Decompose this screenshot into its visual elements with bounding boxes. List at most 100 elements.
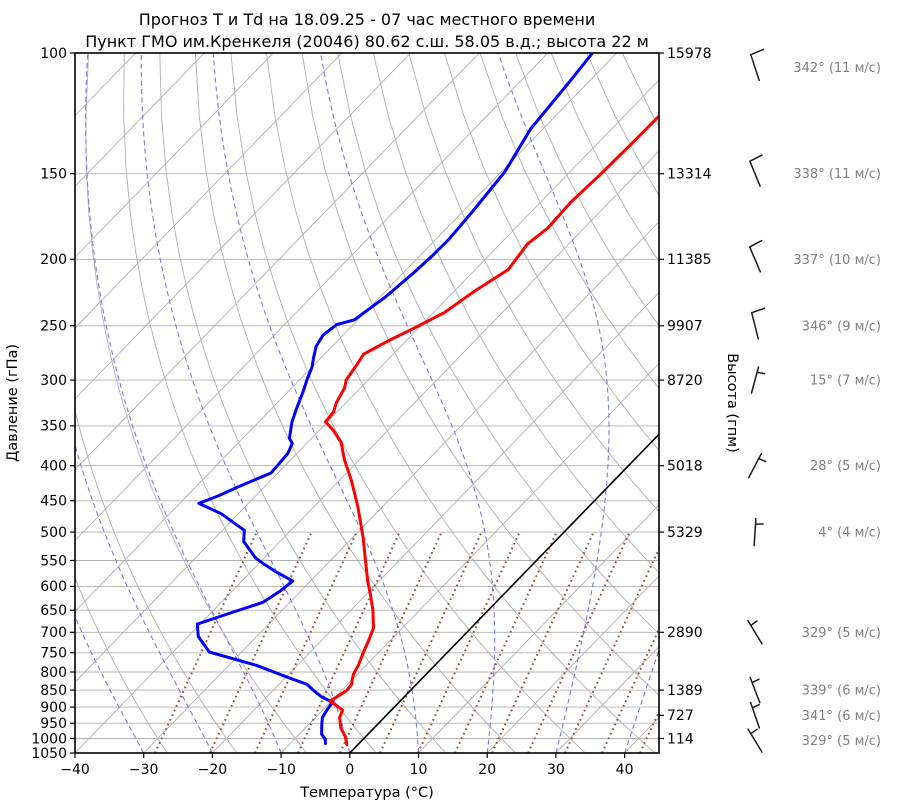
height-tick-label: 114 — [667, 731, 694, 747]
zero-isotherm-line — [349, 433, 659, 753]
wind-label: 341° (6 м/с) — [802, 709, 881, 724]
mixing-ratio-line — [209, 531, 313, 753]
isotherm-line — [75, 53, 274, 258]
wind-barb — [747, 728, 763, 753]
isotherm-line — [75, 53, 205, 188]
isotherm-line — [75, 79, 659, 683]
temperature-tick-label: −10 — [266, 762, 296, 778]
isotherm-line — [75, 53, 480, 471]
height-tick-label: 1389 — [667, 683, 703, 699]
pressure-tick-label: 250 — [40, 319, 67, 335]
height-tick-label: 13314 — [667, 167, 712, 183]
chart-title-line1: Прогноз Т и Td на 18.09.25 - 07 час мест… — [139, 10, 595, 29]
isotherm-line — [75, 53, 549, 542]
wind-barb — [750, 307, 766, 340]
wind-label: 339° (6 м/с) — [802, 684, 881, 699]
height-tick-label: 15978 — [667, 46, 712, 62]
moist-adiabat-line — [140, 53, 351, 753]
dry-adiabat-line — [75, 408, 238, 753]
plot-frame-group — [74, 52, 660, 754]
dry-adiabat-line — [444, 53, 659, 451]
plot-frame — [74, 52, 660, 754]
moist-adiabat-line — [624, 648, 659, 753]
pressure-tick-label: 1050 — [31, 746, 67, 762]
dry-adiabat-line — [266, 53, 656, 753]
dry-adiabat-line — [230, 53, 586, 753]
chart-title-line2: Пункт ГМО им.Кренкеля (20046) 80.62 с.ш.… — [85, 32, 649, 51]
wind-barb — [753, 517, 764, 547]
isotherm-line — [75, 53, 411, 400]
dewpoint-curve — [195, 53, 594, 745]
mixing-ratio-line — [417, 531, 521, 753]
isotherm-line — [75, 150, 659, 753]
height-tick-label: 8720 — [667, 373, 703, 389]
pressure-tick-label: 100 — [40, 46, 67, 62]
temperature-tick-label: 40 — [616, 762, 634, 778]
temperature-tick-label: 0 — [345, 762, 354, 778]
isotherm-line — [280, 362, 659, 753]
temperature-tick-label: −30 — [129, 762, 159, 778]
pressure-tick-label: 700 — [40, 625, 67, 641]
pressure-tick-label: 550 — [40, 553, 67, 569]
moist-adiabat-line — [75, 615, 145, 753]
moist-adiabat-line — [85, 53, 282, 753]
dry-adiabat-line — [586, 53, 659, 197]
wind-label: 28° (5 м/с) — [810, 459, 881, 474]
y-axis-label-right: Высота (гпм) — [724, 353, 740, 453]
y-axis-label-left: Давление (гПа) — [5, 344, 21, 462]
temperature-tick-label: −40 — [60, 762, 90, 778]
wind-barb — [750, 366, 766, 394]
height-tick-label: 5018 — [667, 459, 703, 475]
dry-adiabat-line — [123, 53, 377, 753]
moist-adiabat-line — [212, 53, 420, 753]
wind-label: 337° (10 м/с) — [793, 253, 881, 268]
pressure-tick-label: 600 — [40, 579, 67, 595]
wind-barb — [748, 239, 763, 273]
sounding-curves — [195, 53, 659, 747]
pressure-tick-label: 450 — [40, 494, 67, 510]
pressure-tick-label: 1000 — [31, 731, 67, 747]
isotherm-line — [349, 433, 659, 753]
pressure-tick-label: 400 — [40, 459, 67, 475]
wind-label: 338° (11 м/с) — [793, 167, 881, 182]
isotherm-line — [143, 221, 659, 753]
dry-adiabat-line — [515, 53, 659, 327]
dry-adiabat-line — [621, 53, 659, 128]
wind-barb — [747, 619, 763, 645]
mixing-ratio-line — [154, 531, 258, 753]
wind-label: 4° (4 м/с) — [818, 526, 881, 541]
pressure-tick-label: 800 — [40, 665, 67, 681]
pressure-tick-label: 650 — [40, 603, 67, 619]
wind-label: 329° (5 м/с) — [802, 626, 881, 641]
wind-label: 329° (5 м/с) — [802, 734, 881, 749]
wind-barb-column: 342° (11 м/с) 338° (11 м/с) 337° (10 м/с) 3… — [747, 48, 881, 753]
isotherm-line — [212, 291, 659, 753]
wind-barb — [747, 453, 767, 479]
pressure-tick-label: 300 — [40, 373, 67, 389]
pressure-tick-label: 900 — [40, 700, 67, 716]
wind-label: 15° (7 м/с) — [810, 374, 881, 389]
pressure-tick-label: 350 — [40, 419, 67, 435]
dry-adiabat-line — [337, 53, 659, 635]
isotherm-line — [75, 53, 617, 612]
wind-barb — [749, 676, 761, 704]
dry-adiabat-line — [479, 53, 659, 390]
axis-ticks: 1001502002503003504004505005506006507007… — [31, 46, 711, 778]
dry-adiabat-line — [657, 53, 659, 56]
isotherm-line — [75, 53, 343, 329]
temperature-curve — [324, 113, 659, 747]
dry-adiabat-line — [408, 53, 659, 513]
isotherm-line — [486, 575, 659, 753]
dry-adiabat-line — [85, 53, 307, 753]
wind-label: 342° (11 м/с) — [793, 61, 881, 76]
mixing-ratio-line — [527, 531, 631, 753]
pressure-tick-label: 150 — [40, 167, 67, 183]
wind-barb — [749, 154, 763, 187]
temperature-tick-label: 10 — [410, 762, 428, 778]
pressure-tick-label: 200 — [40, 252, 67, 268]
pressure-tick-label: 850 — [40, 683, 67, 699]
moist-adiabat-line — [320, 53, 496, 753]
isotherm-line — [418, 504, 659, 753]
mixing-ratio-line — [454, 531, 558, 753]
